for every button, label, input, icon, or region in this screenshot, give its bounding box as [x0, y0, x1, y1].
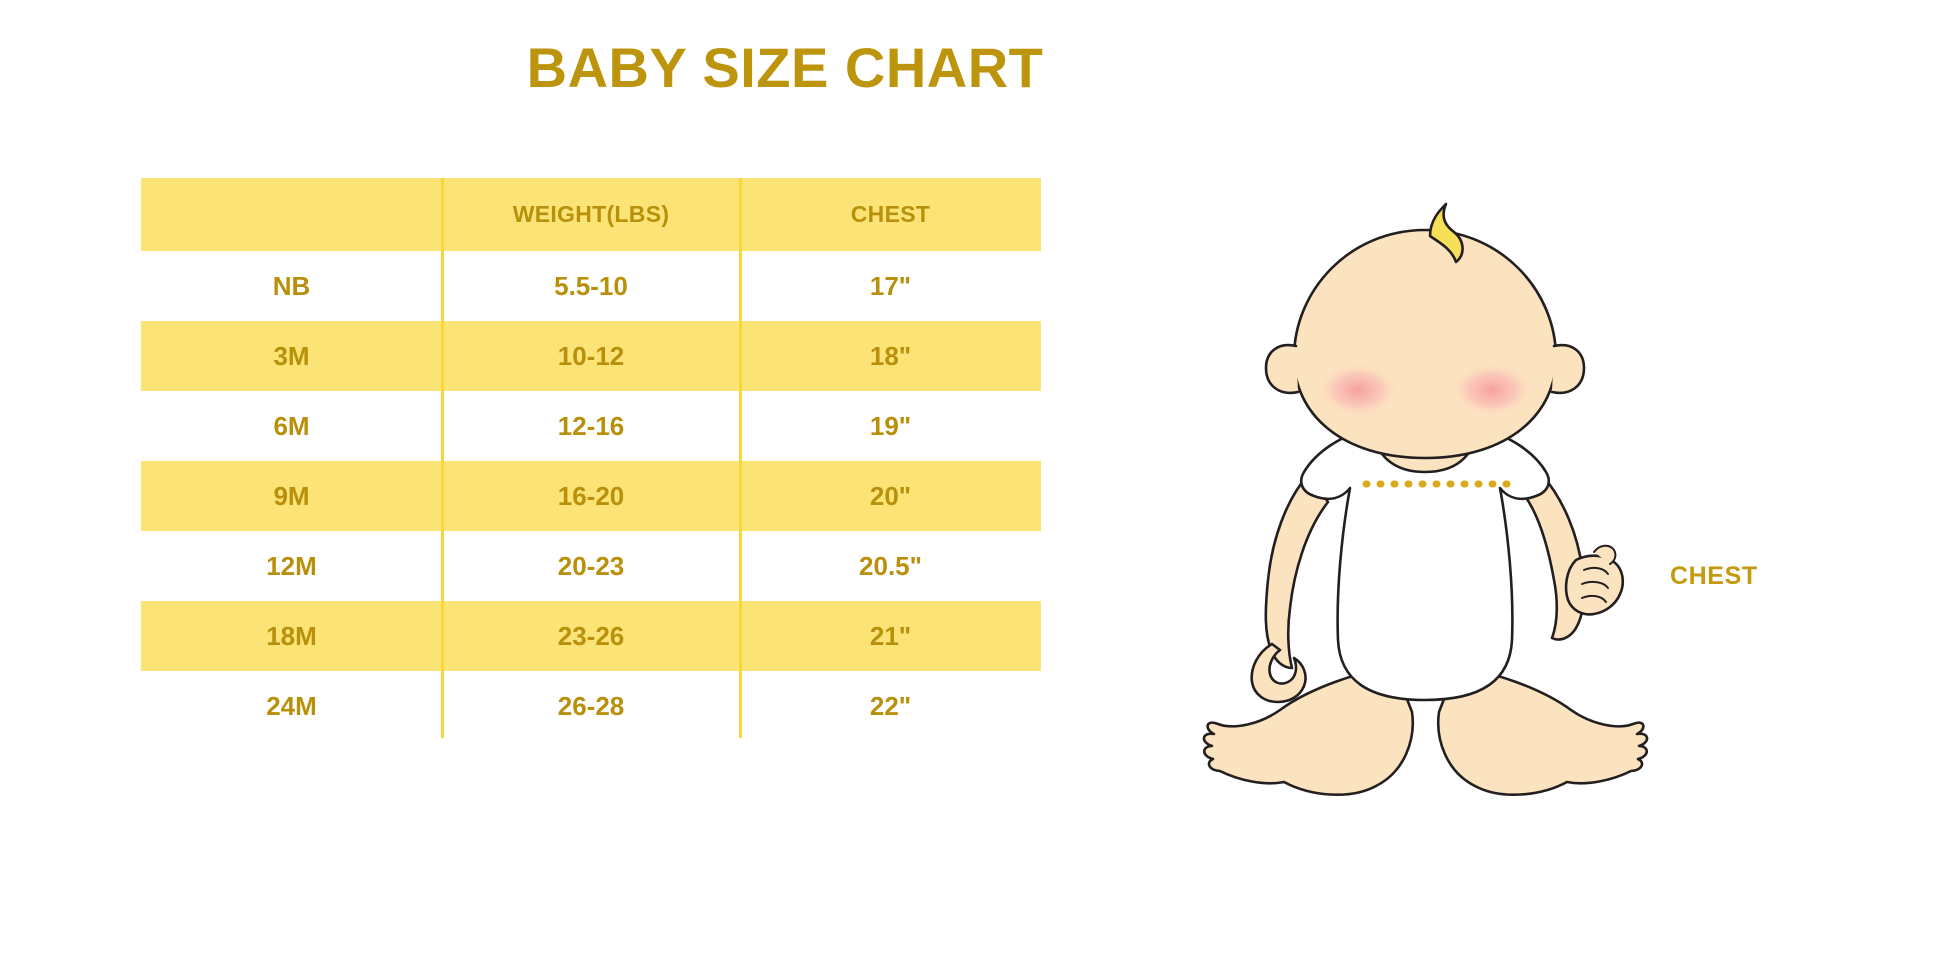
cell-chest: 20.5": [859, 551, 922, 581]
column-divider-2: [739, 178, 742, 738]
cell-size: 12M: [266, 551, 317, 581]
cell-chest: 22": [869, 691, 912, 721]
cell-size: 9M: [273, 481, 310, 511]
cell-chest: 17": [869, 271, 912, 301]
header-cell-weight: WEIGHT(LBS): [512, 201, 670, 227]
cell-size: 24M: [266, 691, 317, 721]
cell-chest: 20": [869, 481, 912, 511]
table-row: 9M 16-20 20": [141, 461, 1041, 531]
size-table: WEIGHT(LBS) CHEST NB 5.5-10 17" 3M 10-12…: [141, 178, 1041, 741]
column-divider-1: [441, 178, 444, 738]
cheek-left: [1316, 362, 1400, 418]
cell-weight: 23-26: [557, 621, 625, 651]
table-row: 3M 10-12 18": [141, 321, 1041, 391]
cell-weight: 12-16: [557, 411, 625, 441]
cell-size: 3M: [273, 341, 310, 371]
table-header-row: WEIGHT(LBS) CHEST: [141, 178, 1041, 251]
cell-chest: 21": [869, 621, 912, 651]
sitting-baby-icon: [1202, 202, 1649, 796]
page-title: BABY SIZE CHART: [526, 36, 1044, 99]
table-row: 18M 23-26 21": [141, 601, 1041, 671]
table-row: 6M 12-16 19": [141, 391, 1041, 461]
table-row: NB 5.5-10 17": [141, 251, 1041, 321]
cell-size: 6M: [273, 411, 310, 441]
hair-curl: [1428, 202, 1464, 264]
baby-illustration: [1190, 200, 1660, 820]
cell-weight: 20-23: [557, 551, 625, 581]
cell-weight: 10-12: [557, 341, 625, 371]
cell-chest: 18": [869, 341, 912, 371]
table-row: 12M 20-23 20.5": [141, 531, 1041, 601]
cell-weight: 16-20: [557, 481, 625, 511]
header-cell-chest: CHEST: [850, 201, 931, 227]
cheek-right: [1450, 362, 1534, 418]
cell-size: 18M: [266, 621, 317, 651]
cell-weight: 5.5-10: [554, 271, 628, 301]
cell-size: NB: [272, 271, 311, 301]
chest-measure-label: CHEST: [1670, 562, 1758, 590]
table-row: 24M 26-28 22": [141, 671, 1041, 741]
cell-weight: 26-28: [557, 691, 625, 721]
cell-chest: 19": [869, 411, 912, 441]
